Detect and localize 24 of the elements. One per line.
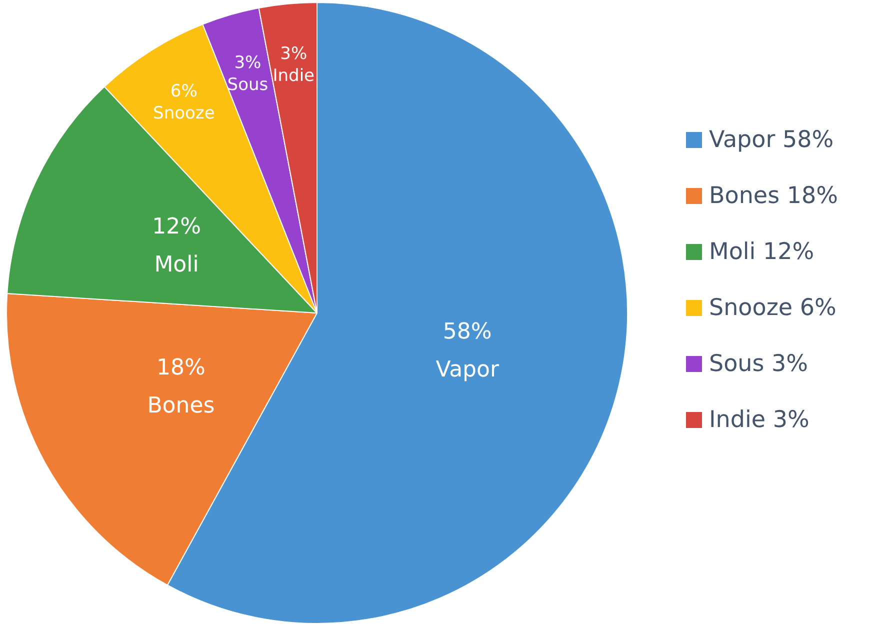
slice-label: Moli xyxy=(154,252,199,278)
text: 58% xyxy=(782,127,834,153)
slice-label: Vapor xyxy=(436,357,500,382)
text: 18% xyxy=(786,183,838,209)
legend-label: Bones xyxy=(709,183,780,209)
slice-label: Bones xyxy=(147,394,215,419)
text: 12% xyxy=(763,239,814,265)
slice-label: Indie xyxy=(272,66,315,86)
legend-label: Vapor xyxy=(709,127,776,153)
data-label: 6% xyxy=(170,82,198,102)
slice-label: Snooze xyxy=(153,104,215,124)
text: 3% xyxy=(772,351,808,377)
text: 6% xyxy=(800,295,836,321)
legend-label: Moli xyxy=(709,239,756,265)
text: 3% xyxy=(772,407,810,433)
data-label: 3% xyxy=(280,44,308,64)
data-label: 3% xyxy=(234,52,262,73)
legend-label: Snooze xyxy=(709,295,793,321)
legend-label: Sous xyxy=(709,351,764,377)
data-label: 58% xyxy=(442,319,492,344)
legend-label: Indie xyxy=(709,407,766,433)
data-label: 18% xyxy=(156,356,206,381)
data-label: 12% xyxy=(152,214,201,240)
slice-label: Sous xyxy=(227,74,268,95)
